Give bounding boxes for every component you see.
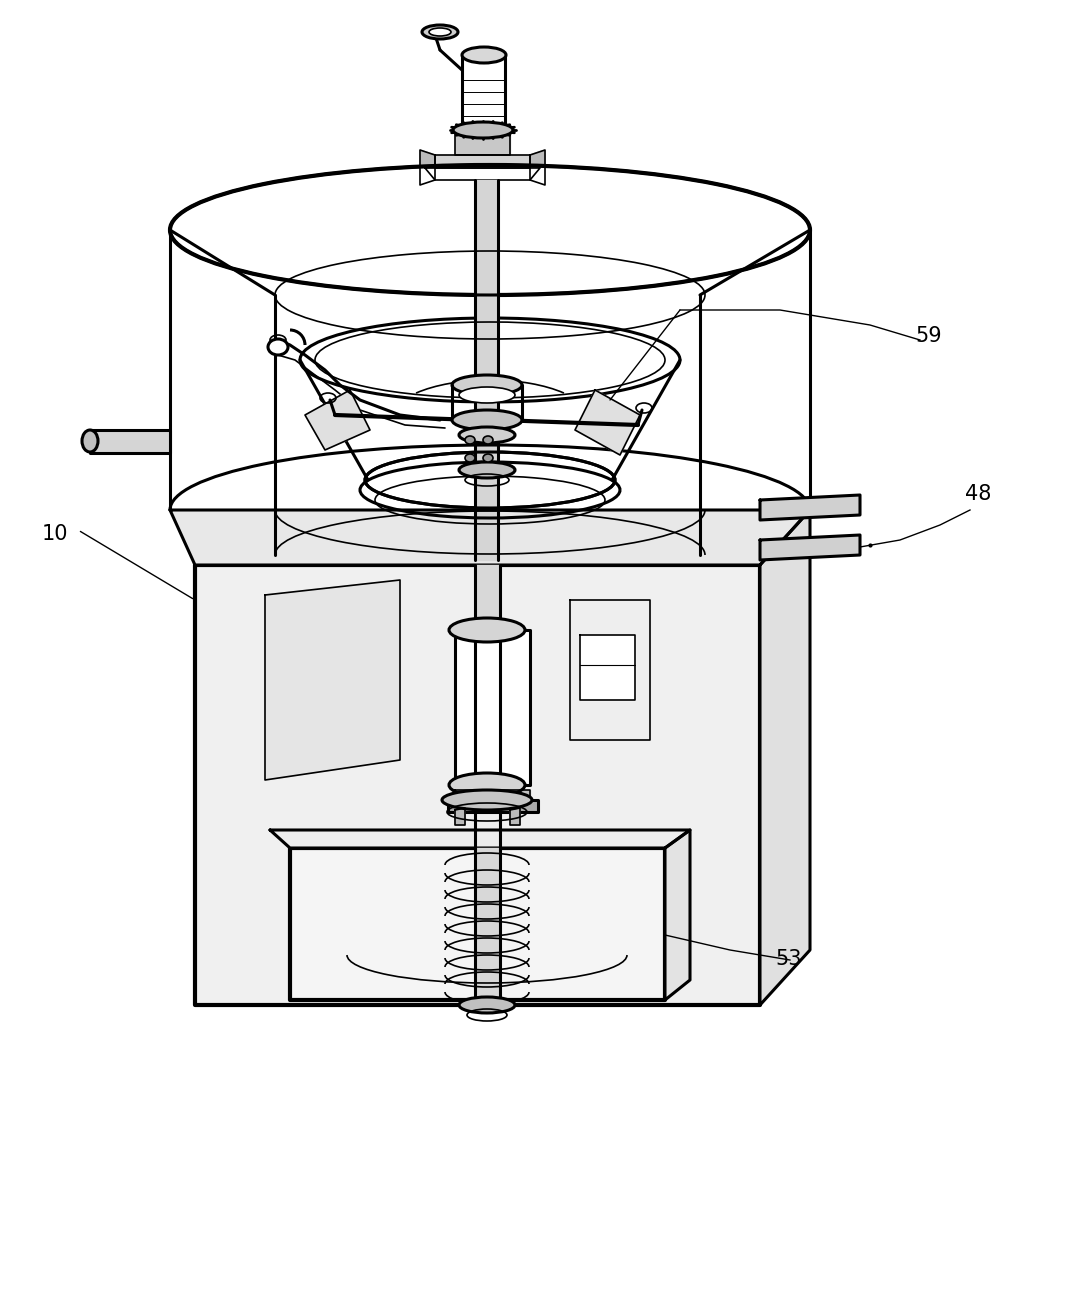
Ellipse shape bbox=[300, 318, 680, 402]
Ellipse shape bbox=[422, 25, 458, 39]
Ellipse shape bbox=[449, 773, 525, 797]
Ellipse shape bbox=[483, 436, 493, 444]
Ellipse shape bbox=[452, 376, 521, 395]
Polygon shape bbox=[170, 509, 810, 565]
Polygon shape bbox=[195, 565, 760, 1004]
Polygon shape bbox=[265, 580, 400, 780]
Polygon shape bbox=[575, 390, 640, 456]
Text: 48: 48 bbox=[966, 484, 992, 504]
Polygon shape bbox=[455, 807, 465, 825]
Ellipse shape bbox=[461, 47, 506, 63]
Polygon shape bbox=[420, 150, 435, 185]
Ellipse shape bbox=[483, 454, 493, 462]
Polygon shape bbox=[455, 130, 509, 155]
Ellipse shape bbox=[459, 462, 515, 478]
Ellipse shape bbox=[442, 790, 532, 810]
Polygon shape bbox=[425, 168, 540, 180]
Polygon shape bbox=[530, 150, 546, 185]
Polygon shape bbox=[448, 800, 538, 811]
Ellipse shape bbox=[449, 618, 525, 642]
Polygon shape bbox=[435, 155, 530, 168]
Polygon shape bbox=[89, 429, 170, 453]
Text: 59: 59 bbox=[915, 326, 942, 347]
Text: 53: 53 bbox=[775, 949, 802, 969]
Polygon shape bbox=[290, 848, 666, 1001]
Polygon shape bbox=[269, 830, 690, 848]
Polygon shape bbox=[760, 495, 860, 520]
Ellipse shape bbox=[465, 436, 475, 444]
Polygon shape bbox=[455, 630, 530, 785]
Ellipse shape bbox=[459, 427, 515, 442]
Ellipse shape bbox=[453, 122, 513, 138]
Ellipse shape bbox=[459, 997, 515, 1014]
Ellipse shape bbox=[465, 454, 475, 462]
Polygon shape bbox=[580, 635, 635, 700]
Ellipse shape bbox=[82, 429, 98, 452]
Polygon shape bbox=[305, 390, 370, 450]
Ellipse shape bbox=[459, 387, 515, 403]
Ellipse shape bbox=[365, 452, 615, 508]
Polygon shape bbox=[475, 180, 497, 561]
Ellipse shape bbox=[452, 410, 521, 429]
Polygon shape bbox=[475, 565, 500, 790]
Polygon shape bbox=[509, 807, 520, 825]
Polygon shape bbox=[475, 848, 500, 1004]
Polygon shape bbox=[570, 600, 650, 741]
Polygon shape bbox=[760, 534, 860, 561]
Ellipse shape bbox=[429, 28, 451, 35]
Polygon shape bbox=[455, 790, 530, 800]
Polygon shape bbox=[666, 830, 690, 1001]
Polygon shape bbox=[760, 509, 810, 1004]
Ellipse shape bbox=[170, 165, 810, 295]
Ellipse shape bbox=[268, 339, 288, 355]
Text: 10: 10 bbox=[41, 524, 69, 544]
